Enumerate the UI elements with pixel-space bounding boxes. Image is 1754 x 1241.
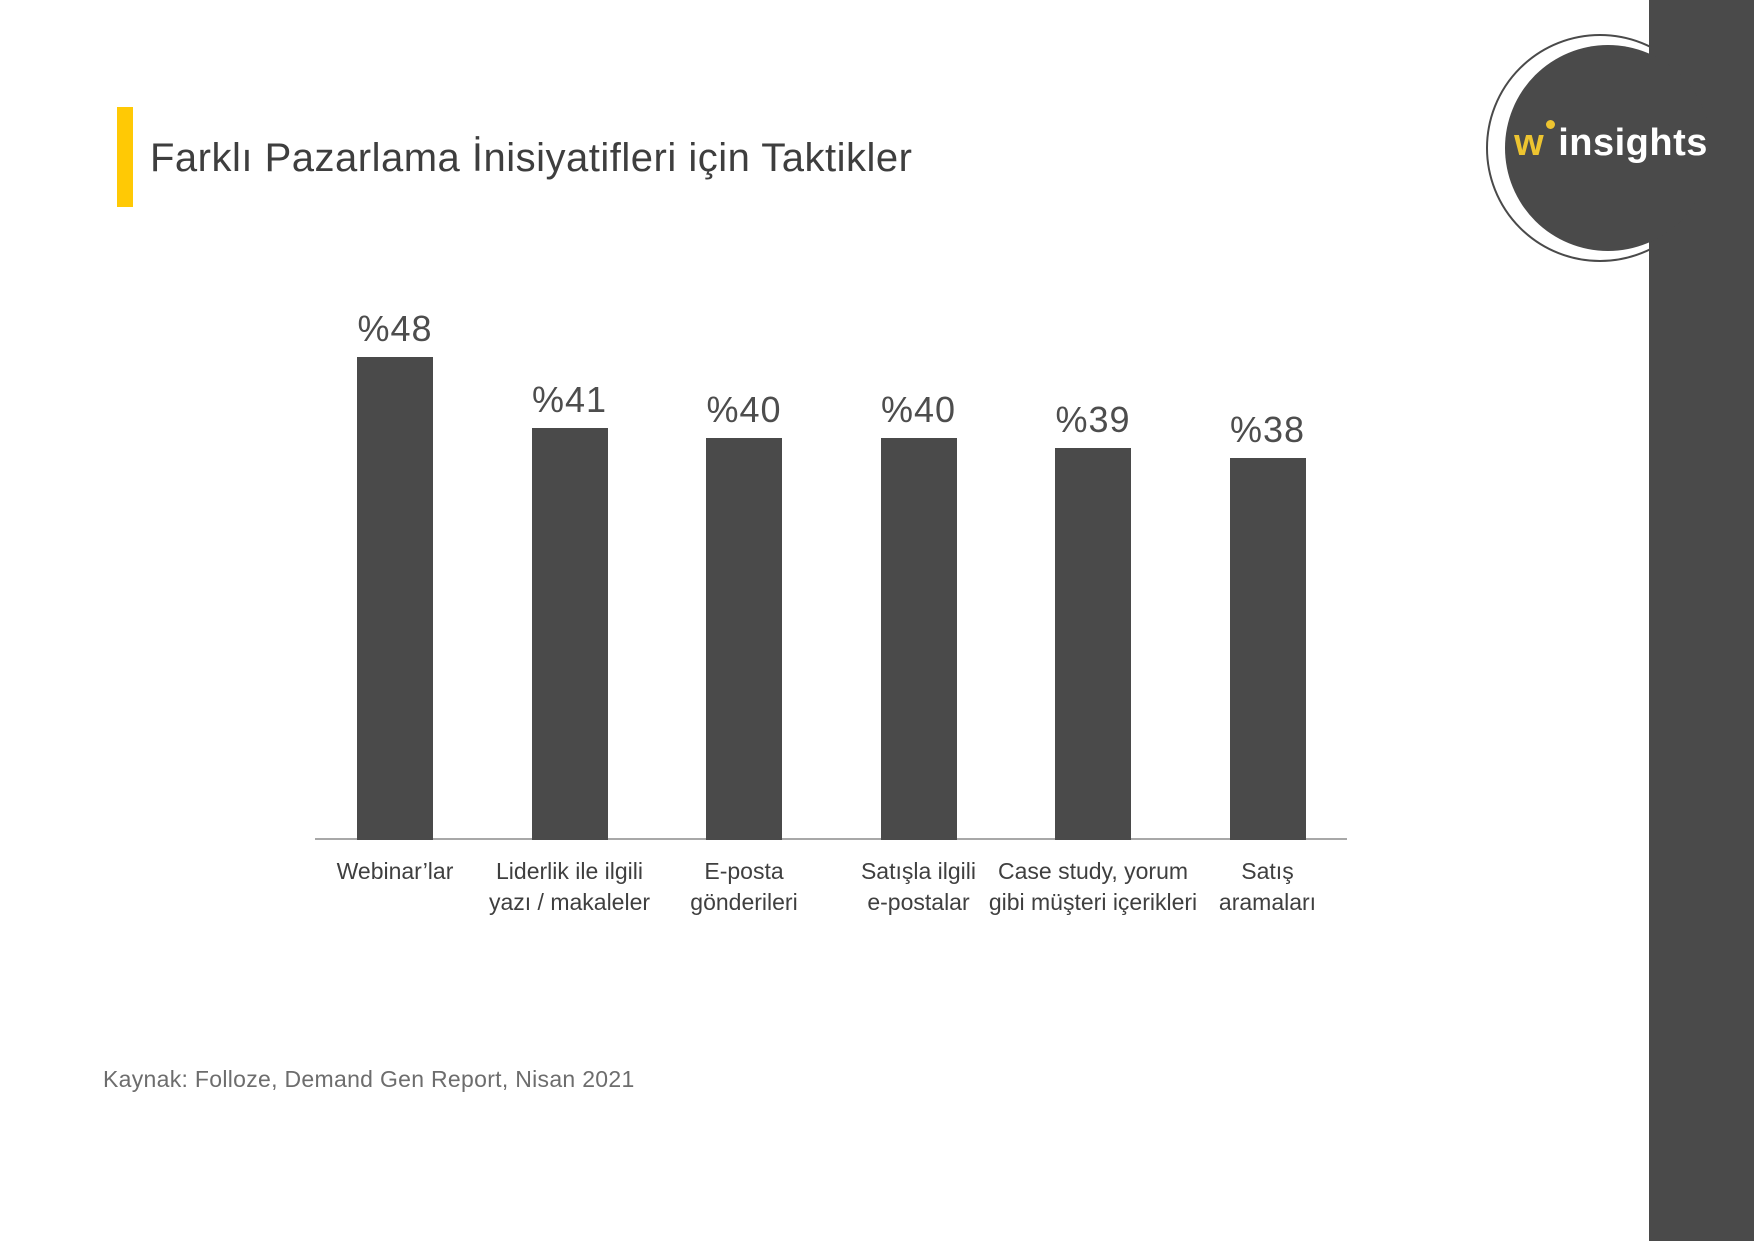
bar-category-line: e-postalar — [867, 889, 970, 915]
bar-category-label: Satış aramaları — [1153, 856, 1383, 918]
bar-category-label: Liderlik ile ilgili yazı / makaleler — [455, 856, 685, 918]
bar-category-line: yazı / makaleler — [488, 889, 651, 915]
bar-category-line: aramaları — [1218, 889, 1317, 915]
x-axis-baseline — [315, 838, 1347, 840]
bar-category-line: gibi müşteri içerikleri — [988, 889, 1198, 915]
bar — [880, 438, 957, 840]
logo-w-letter: w — [1514, 122, 1545, 164]
bar — [706, 438, 782, 840]
bar-value-label: %48 — [357, 308, 433, 349]
bar — [1229, 458, 1306, 840]
bar-category-line: Liderlik ile ilgili — [496, 858, 643, 884]
page-title: Farklı Pazarlama İnisiyatifleri için Tak… — [150, 136, 913, 180]
bar-category-line: Webinar’lar — [336, 858, 454, 884]
bar-category-label: Satışla ilgili e-postalar — [804, 856, 1034, 918]
bar-category-label: Webinar’lar — [280, 856, 510, 887]
bar-category-line: E-posta — [704, 858, 784, 884]
title-accent-bar — [117, 107, 133, 207]
bar-category-line: Satışla ilgili — [860, 858, 977, 884]
logo-dot-icon — [1546, 120, 1556, 129]
bar-category-line: Satış — [1241, 858, 1294, 884]
logo-circle — [1505, 45, 1711, 251]
bar-category-label: Case study, yorum gibi müşteri içerikleri — [978, 856, 1208, 918]
bar — [357, 357, 433, 840]
bar-category-label: E-posta gönderileri — [629, 856, 859, 918]
logo-name: insights — [1558, 122, 1708, 164]
bar-value-label: %38 — [1229, 409, 1306, 450]
bar — [1055, 448, 1131, 840]
bar-value-label: %40 — [706, 389, 782, 430]
bar-value-label: %40 — [880, 389, 957, 430]
source-note: Kaynak: Folloze, Demand Gen Report, Nisa… — [103, 1066, 635, 1092]
winsights-logo: w insights — [1502, 120, 1720, 165]
bar — [531, 428, 608, 840]
bar-value-label: %39 — [1055, 399, 1131, 440]
bar-value-label: %41 — [531, 379, 608, 420]
bar-category-line: gönderileri — [690, 889, 798, 915]
bar-category-line: Case study, yorum — [997, 858, 1189, 884]
